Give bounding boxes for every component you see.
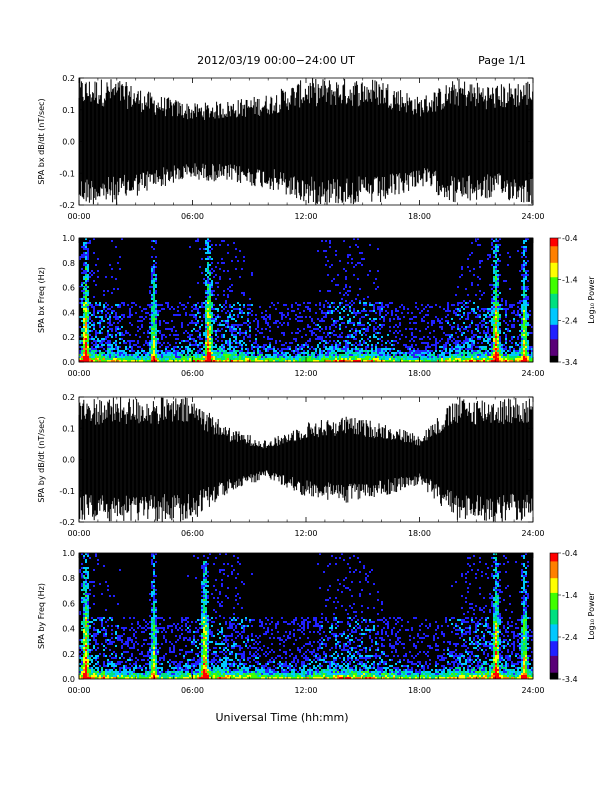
x-tick-label: 12:00 — [294, 686, 317, 695]
y-axis-label: SPA by dB/dt (nT/sec) — [37, 416, 46, 502]
x-tick-label: 24:00 — [521, 529, 544, 538]
waveform-series — [78, 397, 534, 522]
y-tick-label: -0.1 — [59, 169, 75, 178]
x-tick-label: 06:00 — [181, 529, 204, 538]
colorbar: -0.4 -1.4 -2.4 -3.4 Log₁₀ Power — [549, 549, 596, 684]
colorbar-tick-label: -3.4 — [562, 675, 578, 684]
x-tick-label: 18:00 — [408, 529, 431, 538]
heatmap-cells — [79, 553, 533, 679]
y-tick-label: 0.0 — [62, 675, 75, 684]
x-tick-label: 18:00 — [408, 369, 431, 378]
y-tick-label: 0.0 — [62, 138, 75, 147]
colorbar-tick-label: -1.4 — [562, 591, 578, 600]
y-tick-label: 0.0 — [62, 358, 75, 367]
colorbar-tick-label: -2.4 — [562, 633, 578, 642]
y-tick-label: -0.2 — [59, 518, 75, 527]
x-tick-label: 24:00 — [521, 369, 544, 378]
y-tick-label: 0.8 — [62, 574, 75, 583]
x-tick-label: 06:00 — [181, 212, 204, 221]
panel-4: -0.4 -1.4 -2.4 -3.4 Log₁₀ Power 0.0 0.2 0.4 0.6 0… — [37, 549, 596, 695]
y-axis-label: SPA by Freq (Hz) — [37, 583, 46, 649]
x-tick-label: 24:00 — [521, 212, 544, 221]
colorbar-tick-label: -0.4 — [562, 234, 578, 243]
panel-2: -0.4 -1.4 -2.4 -3.4 Log₁₀ Power 0.0 0.2 0.4 0.6 0… — [37, 234, 596, 378]
y-tick-label: -0.2 — [59, 201, 75, 210]
y-tick-label: 1.0 — [62, 549, 75, 558]
x-tick-label: 18:00 — [408, 686, 431, 695]
panel-1: -0.2 -0.1 0.0 0.1 0.2 00:00 06:00 12:00 18:00 24:… — [37, 74, 545, 221]
waveform-series — [78, 78, 534, 205]
y-axis-label: SPA bx Freq (Hz) — [37, 267, 46, 333]
y-tick-label: 0.1 — [62, 424, 75, 433]
page-indicator: Page 1/1 — [478, 54, 526, 67]
y-tick-label: 0.6 — [62, 284, 75, 293]
x-axis-title: Universal Time (hh:mm) — [216, 711, 349, 724]
colorbar: -0.4 -1.4 -2.4 -3.4 Log₁₀ Power — [549, 234, 596, 367]
x-tick-label: 00:00 — [67, 529, 90, 538]
x-tick-label: 06:00 — [181, 686, 204, 695]
y-tick-label: 0.2 — [62, 650, 75, 659]
y-tick-label: 0.4 — [62, 625, 75, 634]
x-tick-label: 06:00 — [181, 369, 204, 378]
y-tick-label: 0.2 — [62, 74, 75, 83]
colorbar-tick-label: -2.4 — [562, 317, 578, 326]
panel-3: -0.2 -0.1 0.0 0.1 0.2 00:00 06:00 12:00 18:00 24:… — [37, 393, 545, 538]
x-tick-label: 12:00 — [294, 529, 317, 538]
colorbar-tick-label: -3.4 — [562, 358, 578, 367]
y-tick-label: 0.2 — [62, 393, 75, 402]
y-tick-label: 0.2 — [62, 333, 75, 342]
colorbar-label: Log₁₀ Power — [587, 276, 596, 324]
panels: -0.2 -0.1 0.0 0.1 0.2 00:00 06:00 12:00 18:00 24:… — [37, 74, 596, 695]
x-tick-label: 00:00 — [67, 686, 90, 695]
y-tick-label: 0.0 — [62, 456, 75, 465]
y-axis-label: SPA bx dB/dt (nT/sec) — [37, 98, 46, 184]
figure-title: 2012/03/19 00:00−24:00 UT — [197, 54, 355, 67]
x-tick-label: 00:00 — [67, 369, 90, 378]
heatmap-cells — [79, 238, 533, 362]
colorbar-tick-label: -1.4 — [562, 275, 578, 284]
x-tick-label: 00:00 — [67, 212, 90, 221]
y-tick-label: 0.6 — [62, 599, 75, 608]
colorbar-tick-label: -0.4 — [562, 549, 578, 558]
y-tick-label: 0.4 — [62, 308, 75, 317]
y-tick-label: 0.8 — [62, 259, 75, 268]
y-tick-label: -0.1 — [59, 487, 75, 496]
x-tick-label: 18:00 — [408, 212, 431, 221]
colorbar-label: Log₁₀ Power — [587, 592, 596, 640]
x-tick-label: 12:00 — [294, 212, 317, 221]
y-tick-label: 1.0 — [62, 234, 75, 243]
y-tick-label: 0.1 — [62, 106, 75, 115]
x-tick-label: 12:00 — [294, 369, 317, 378]
x-tick-label: 24:00 — [521, 686, 544, 695]
